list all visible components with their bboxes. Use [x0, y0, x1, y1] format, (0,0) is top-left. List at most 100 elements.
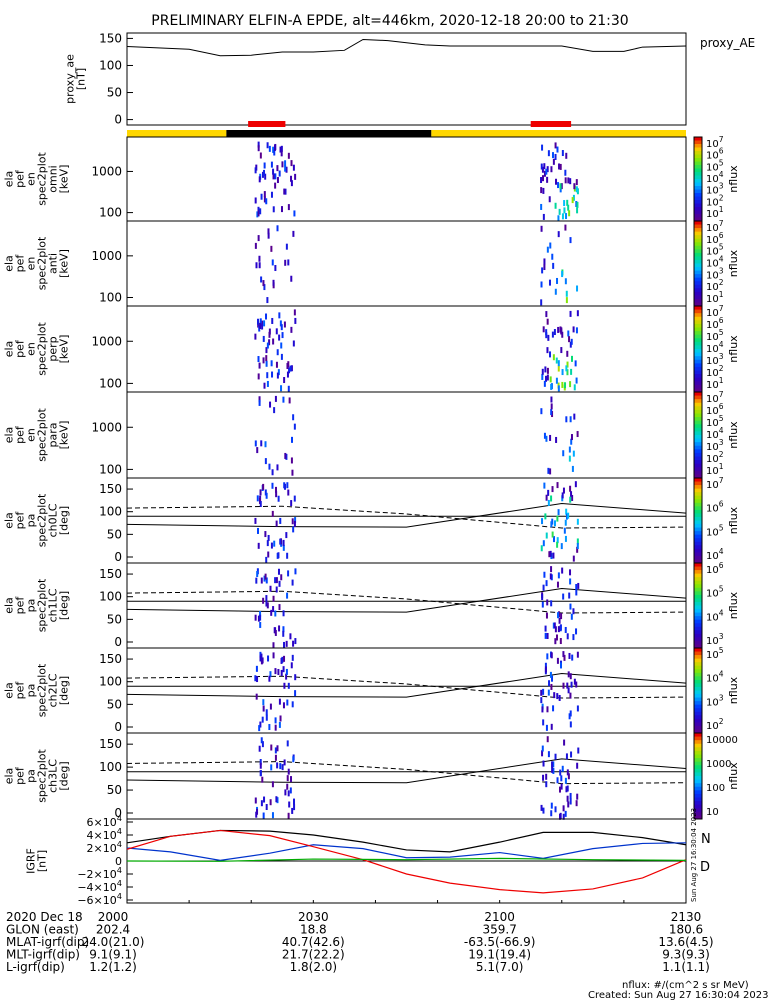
- flux-pixel: [552, 552, 555, 559]
- flux-pixel: [554, 626, 557, 633]
- axis-row-value: 1.2(1.2): [89, 960, 137, 974]
- colorbar-swatch: [694, 779, 702, 784]
- flux-pixel: [555, 178, 558, 185]
- flux-pixel: [259, 759, 262, 766]
- sunlight-segment: [127, 130, 227, 137]
- flux-pixel: [255, 262, 258, 269]
- panel-ylabel-line-1: pef: [14, 596, 27, 615]
- colorbar-swatch: [694, 587, 702, 592]
- panel-ylabel-line-5: [keV]: [58, 249, 71, 278]
- flux-pixel: [561, 765, 564, 772]
- flux-pixel: [576, 793, 579, 800]
- flux-pixel: [560, 183, 563, 190]
- flux-pixel: [551, 766, 554, 773]
- flux-pixel: [287, 570, 290, 577]
- flux-pixel: [557, 385, 560, 392]
- flux-pixel: [275, 520, 278, 527]
- flux-pixel: [547, 467, 550, 474]
- flux-pixel: [258, 176, 261, 183]
- flux-pixel: [292, 526, 295, 533]
- flux-pixel: [546, 166, 549, 173]
- flux-pixel: [540, 545, 543, 552]
- flux-pixel: [282, 610, 285, 617]
- y-tick-label: 150: [99, 567, 122, 581]
- flux-pixel: [567, 330, 570, 337]
- flux-pixel: [564, 177, 567, 184]
- colorbar-tick-label: 106: [706, 561, 724, 576]
- flux-pixel: [571, 494, 574, 501]
- flux-pixel: [286, 592, 289, 599]
- flux-pixel: [576, 310, 579, 317]
- y-tick-label: 100: [99, 376, 122, 390]
- flux-pixel: [575, 681, 578, 688]
- flux-pixel: [566, 785, 569, 792]
- flux-pixel: [265, 347, 268, 354]
- flux-pixel: [284, 160, 287, 167]
- flux-pixel: [542, 326, 545, 333]
- panel-ylabel-line-5: [keV]: [58, 165, 71, 194]
- flux-pixel: [268, 331, 271, 338]
- flux-pixel: [543, 571, 546, 578]
- flux-pixel: [287, 259, 290, 266]
- panel-ylabel-line-4: perp: [47, 336, 60, 361]
- igrf-line-g: [126, 857, 687, 862]
- colorbar-swatch: [694, 708, 702, 713]
- y-tick-label: 6×104: [87, 813, 122, 829]
- panel-ylabel-line-2: pa: [25, 684, 38, 698]
- flux-pixel: [272, 652, 275, 659]
- axis-row-value: 1.8(2.0): [290, 960, 338, 974]
- axis-row-value: 13.6(4.5): [658, 935, 713, 949]
- flux-pixel: [576, 201, 579, 208]
- flux-pixel: [576, 285, 579, 292]
- colorbar-swatch: [694, 288, 702, 293]
- colorbar-swatch: [694, 808, 702, 813]
- flux-pixel: [278, 721, 281, 728]
- flux-pixel: [264, 489, 267, 496]
- flux-pixel: [554, 202, 557, 209]
- flux-pixel: [565, 508, 568, 515]
- panel-ylabel-line-0: ela: [3, 427, 16, 444]
- colorbar-swatch: [694, 609, 702, 614]
- flux-pixel: [262, 280, 265, 287]
- flux-pixel: [293, 309, 296, 316]
- flux-pixel: [575, 589, 578, 596]
- colorbar-swatch: [694, 499, 702, 504]
- colorbar-swatch: [694, 715, 702, 720]
- flux-pixel: [548, 680, 551, 687]
- flux-pixel: [541, 373, 544, 380]
- flux-pixel: [569, 381, 572, 388]
- colorbar-swatch: [694, 377, 702, 382]
- flux-pixel: [288, 801, 291, 808]
- flux-pixel: [556, 581, 559, 588]
- flux-pixel: [546, 374, 549, 381]
- flux-pixel: [546, 653, 549, 660]
- flux-pixel: [556, 777, 559, 784]
- flux-pixel: [568, 446, 571, 453]
- axis-row-value: 2130: [671, 910, 702, 924]
- colorbar-swatch: [694, 683, 702, 688]
- flux-pixel: [257, 318, 260, 325]
- flux-pixel: [282, 666, 285, 673]
- flux-pixel: [562, 805, 565, 812]
- flux-pixel: [289, 633, 292, 640]
- colorbar-tick-label: 102: [706, 278, 724, 293]
- flux-pixel: [575, 583, 578, 590]
- colorbar-swatch: [694, 758, 702, 763]
- flux-pixel: [280, 145, 283, 152]
- flux-pixel: [260, 440, 263, 447]
- flux-pixel: [281, 161, 284, 168]
- axis-row-value: 24.0(21.0): [82, 935, 145, 949]
- colorbar-tick-label: 104: [706, 170, 724, 185]
- flux-pixel: [291, 654, 294, 661]
- colorbar-swatch: [694, 413, 702, 418]
- flux-pixel: [272, 338, 275, 345]
- flux-pixel: [287, 682, 290, 689]
- panel-ylabel-line-3: spec2plot: [36, 236, 49, 290]
- colorbar-swatch: [694, 605, 702, 610]
- axis-row-value: 19.1(19.4): [468, 948, 531, 962]
- colorbar-swatch: [694, 740, 702, 745]
- y-tick-label: 150: [99, 482, 122, 496]
- colorbar-swatch: [694, 527, 702, 532]
